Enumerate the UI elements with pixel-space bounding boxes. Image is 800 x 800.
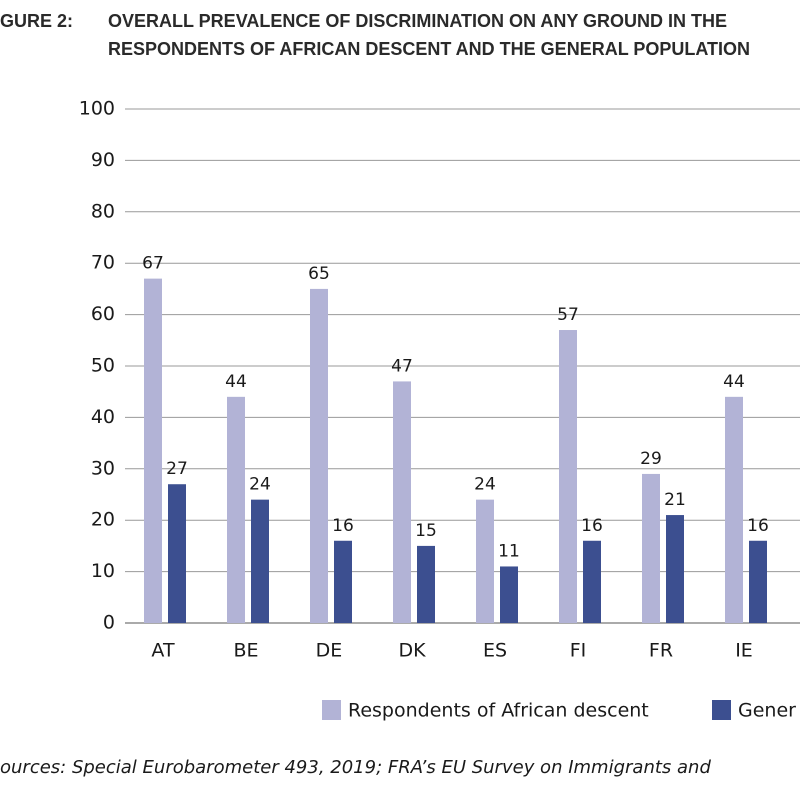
data-label: 67 — [142, 254, 164, 274]
legend-swatch — [712, 700, 731, 720]
x-tick-label: FR — [649, 640, 673, 662]
y-tick-label: 10 — [91, 560, 115, 582]
x-tick-label: DK — [398, 640, 426, 662]
data-label: 29 — [640, 449, 662, 469]
y-tick-label: 50 — [91, 355, 115, 377]
x-tick-label: AT — [151, 640, 175, 662]
data-label: 16 — [581, 516, 603, 536]
data-label: 21 — [664, 490, 686, 510]
y-tick-label: 20 — [91, 509, 115, 531]
bar — [666, 515, 684, 623]
bar — [642, 473, 660, 623]
y-tick-label: 80 — [91, 200, 115, 222]
y-tick-label: 70 — [91, 252, 115, 274]
data-label: 47 — [391, 356, 413, 376]
chart-title: OVERALL PREVALENCE OF DISCRIMINATION ON … — [108, 11, 727, 31]
figure-label: GURE 2: — [0, 11, 73, 31]
bar — [559, 330, 577, 623]
bar — [417, 545, 435, 623]
bar — [749, 540, 767, 623]
bar — [725, 396, 743, 623]
x-tick-label: DE — [316, 640, 343, 662]
x-tick-label: ES — [483, 640, 507, 662]
data-label: 44 — [723, 372, 745, 392]
data-label: 65 — [308, 264, 330, 284]
y-tick-label: 60 — [91, 303, 115, 325]
data-label: 16 — [332, 516, 354, 536]
data-label: 57 — [557, 305, 579, 325]
bar — [334, 540, 352, 623]
bar — [500, 566, 518, 623]
bar — [168, 484, 186, 623]
data-label: 15 — [415, 521, 437, 541]
bar — [144, 278, 162, 623]
data-label: 27 — [166, 459, 188, 479]
bar — [310, 288, 328, 623]
x-tick-label: IE — [735, 640, 753, 662]
bar — [251, 499, 269, 623]
y-tick-label: 30 — [91, 457, 115, 479]
source-note: ources: Special Eurobarometer 493, 2019;… — [0, 757, 711, 778]
y-tick-label: 0 — [103, 612, 115, 634]
data-label: 11 — [498, 541, 520, 561]
bar — [227, 396, 245, 623]
bar — [393, 381, 411, 623]
data-label: 44 — [225, 372, 247, 392]
data-label: 24 — [249, 475, 271, 495]
y-tick-label: 100 — [79, 98, 115, 120]
chart-title: RESPONDENTS OF AFRICAN DESCENT AND THE G… — [108, 39, 750, 59]
x-tick-label: FI — [570, 640, 587, 662]
data-label: 16 — [747, 516, 769, 536]
legend-label: Respondents of African descent — [348, 700, 649, 722]
y-tick-label: 40 — [91, 406, 115, 428]
bar — [583, 540, 601, 623]
data-label: 24 — [474, 475, 496, 495]
legend-swatch — [322, 700, 341, 720]
legend-label: Gener — [738, 700, 796, 722]
x-tick-label: BE — [233, 640, 258, 662]
bar — [476, 499, 494, 623]
y-tick-label: 90 — [91, 149, 115, 171]
